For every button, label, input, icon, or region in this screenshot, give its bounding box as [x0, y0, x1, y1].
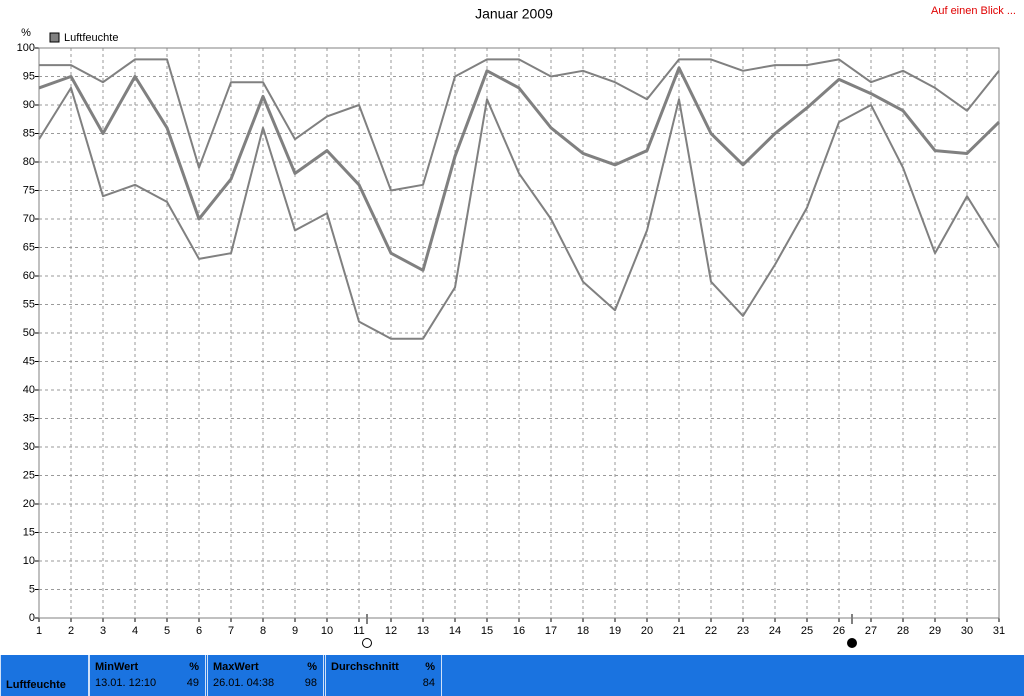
y-tick-label: 55 — [23, 298, 35, 310]
x-tick-label: 12 — [385, 625, 397, 637]
summary-label-cell: Luftfeuchte — [0, 655, 89, 696]
summary-label: Luftfeuchte — [6, 679, 66, 691]
x-tick-label: 7 — [228, 625, 234, 637]
summary-value: 84 — [422, 677, 435, 689]
x-tick-label: 31 — [993, 625, 1005, 637]
x-tick-label: 28 — [897, 625, 909, 637]
y-tick-label: 20 — [23, 498, 35, 510]
x-tick-label: 25 — [801, 625, 813, 637]
x-tick-label: 6 — [196, 625, 202, 637]
summary-cell: Durchschnitt % 84 — [325, 655, 442, 696]
y-tick-label: 65 — [23, 241, 35, 253]
y-tick-label: 80 — [23, 156, 35, 168]
summary-bar: Luftfeuchte MinWert % 13.01. 12:10 49 Ma… — [0, 655, 1024, 696]
summary-value: 49 — [186, 677, 199, 689]
x-tick-label: 5 — [164, 625, 170, 637]
series-line — [38, 86, 1000, 340]
x-tick-label: 4 — [132, 625, 138, 637]
y-tick-label: 30 — [23, 441, 35, 453]
summary-time: 26.01. 04:38 — [213, 677, 275, 689]
x-tick-label: 3 — [100, 625, 106, 637]
y-tick-label: 50 — [23, 327, 35, 339]
min-marker — [362, 638, 372, 648]
plot-frame — [38, 47, 1000, 619]
y-tick-label: 85 — [23, 127, 35, 139]
summary-header: MinWert — [95, 661, 139, 673]
x-tick-label: 18 — [577, 625, 589, 637]
series-line — [38, 66, 1001, 272]
x-tick-label: 13 — [417, 625, 429, 637]
y-tick-label: 5 — [29, 583, 35, 595]
x-tick-label: 26 — [833, 625, 845, 637]
x-tick-label: 29 — [929, 625, 941, 637]
summary-value: 98 — [304, 677, 317, 689]
x-tick-label: 8 — [260, 625, 266, 637]
x-tick-label: 16 — [513, 625, 525, 637]
x-tick-label: 11 — [353, 625, 364, 637]
x-tick-label: 21 — [673, 625, 685, 637]
series-line — [39, 58, 1000, 192]
legend-label: Luftfeuchte — [64, 32, 118, 44]
x-tick-label: 30 — [961, 625, 973, 637]
y-tick-label: 60 — [23, 270, 35, 282]
x-tick-label: 10 — [321, 625, 333, 637]
chart: Januar 2009 % 05101520253035404550556065… — [17, 6, 1005, 648]
summary-unit: % — [189, 661, 199, 673]
summary-time: 13.01. 12:10 — [95, 677, 157, 689]
y-tick-label: 0 — [29, 612, 35, 624]
chart-title: Januar 2009 — [475, 6, 553, 22]
y-tick-label: 35 — [23, 412, 35, 424]
summary-header: MaxWert — [213, 661, 259, 673]
x-tick-label: 19 — [609, 625, 621, 637]
y-tick-label: 90 — [23, 99, 35, 111]
x-tick-label: 17 — [545, 625, 557, 637]
x-tick-label: 20 — [641, 625, 653, 637]
x-tick-label: 24 — [769, 625, 781, 637]
x-tick-label: 15 — [481, 625, 493, 637]
x-tick-label: 14 — [449, 625, 461, 637]
x-tick-label: 2 — [68, 625, 74, 637]
summary-unit: % — [307, 661, 317, 673]
x-tick-label: 23 — [737, 625, 749, 637]
y-tick-label: 70 — [23, 213, 35, 225]
grid — [38, 47, 1000, 619]
y-tick-label: 75 — [23, 184, 35, 196]
summary-cell: MinWert % 13.01. 12:10 49 — [89, 655, 206, 696]
x-tick-label: 22 — [705, 625, 717, 637]
overview-link[interactable]: Auf einen Blick ... — [931, 5, 1016, 17]
x-tick-label: 9 — [292, 625, 298, 637]
max-marker — [847, 638, 857, 648]
x-tick-label: 1 — [36, 625, 42, 637]
summary-cell: MaxWert % 26.01. 04:38 98 — [207, 655, 324, 696]
y-unit: % — [21, 27, 31, 39]
y-tick-label: 10 — [23, 555, 35, 567]
y-tick-label: 45 — [23, 355, 35, 367]
legend-swatch — [49, 32, 60, 43]
summary-header: Durchschnitt — [331, 661, 399, 673]
y-tick-label: 100 — [17, 42, 35, 54]
y-tick-label: 40 — [23, 384, 35, 396]
y-tick-label: 15 — [23, 526, 35, 538]
y-tick-label: 95 — [23, 70, 35, 82]
y-tick-label: 25 — [23, 469, 35, 481]
summary-unit: % — [425, 661, 435, 673]
x-tick-label: 27 — [865, 625, 877, 637]
